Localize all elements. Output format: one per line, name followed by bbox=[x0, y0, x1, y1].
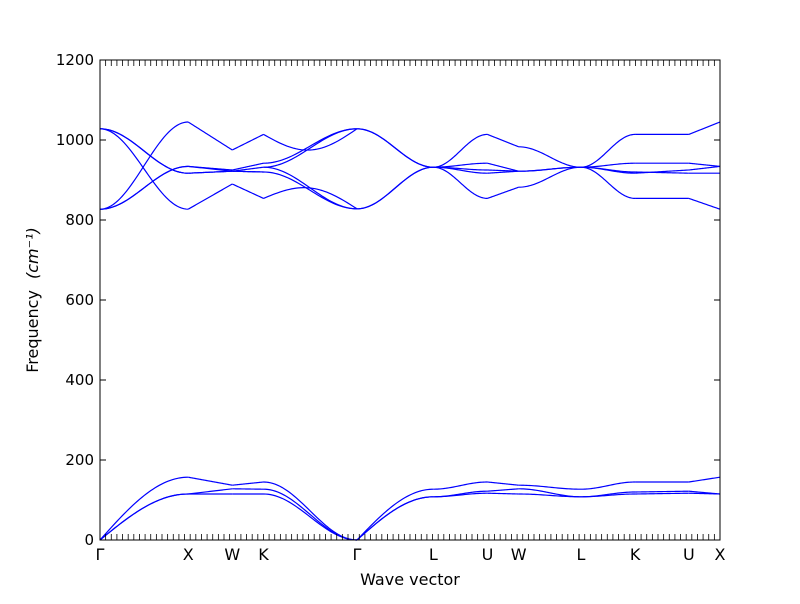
x-tick-label: L bbox=[577, 545, 586, 564]
x-tick-label: K bbox=[630, 545, 641, 564]
band-line bbox=[689, 493, 720, 494]
band-line bbox=[487, 482, 518, 485]
x-tick-label: U bbox=[683, 545, 695, 564]
band-line bbox=[433, 482, 487, 489]
band-line bbox=[264, 482, 357, 540]
band-line bbox=[232, 134, 263, 150]
y-tick-label: 800 bbox=[65, 211, 94, 229]
band-line bbox=[581, 482, 635, 489]
y-axis-label: Frequency (cm⁻¹) bbox=[23, 227, 42, 372]
minor-ticks bbox=[100, 60, 720, 540]
band-line bbox=[689, 198, 720, 209]
band-line bbox=[232, 171, 263, 172]
band-line bbox=[433, 134, 487, 167]
band-line bbox=[581, 167, 635, 173]
band-line bbox=[581, 134, 635, 167]
y-axis-ticks: 0 200 400 600 800 1000 1200 bbox=[56, 51, 720, 549]
y-tick-label: 600 bbox=[65, 291, 94, 309]
band-line bbox=[357, 167, 433, 209]
band-line bbox=[519, 494, 581, 497]
band-line bbox=[357, 497, 433, 540]
band-line bbox=[264, 129, 357, 163]
band-line bbox=[188, 477, 232, 485]
y-tick-label: 1000 bbox=[56, 131, 94, 149]
band-line bbox=[264, 129, 357, 150]
x-tick-label: L bbox=[429, 545, 438, 564]
band-line bbox=[100, 477, 188, 540]
band-line bbox=[519, 167, 581, 187]
band-line bbox=[357, 489, 433, 540]
x-tick-label: U bbox=[482, 545, 494, 564]
band-line bbox=[264, 172, 357, 209]
band-line bbox=[635, 491, 689, 492]
band-line bbox=[689, 477, 720, 482]
band-line bbox=[635, 493, 689, 494]
y-axis-label-unit: (cm⁻¹) bbox=[23, 227, 42, 279]
band-line bbox=[264, 494, 357, 540]
plot-frame bbox=[100, 60, 720, 540]
y-tick-label: 400 bbox=[65, 371, 94, 389]
y-axis-label-text: Frequency bbox=[23, 290, 42, 373]
y-tick-label: 1200 bbox=[56, 51, 94, 69]
band-line bbox=[188, 122, 232, 150]
band-line bbox=[689, 166, 720, 170]
band-line bbox=[689, 163, 720, 166]
band-line bbox=[188, 171, 232, 173]
band-lines bbox=[100, 122, 720, 540]
x-tick-label: Γ bbox=[96, 545, 105, 564]
band-line bbox=[487, 489, 518, 491]
band-line bbox=[100, 166, 188, 209]
band-line bbox=[188, 184, 232, 209]
band-line bbox=[232, 482, 263, 485]
band-line bbox=[357, 497, 433, 540]
band-line bbox=[487, 493, 518, 494]
band-line bbox=[689, 122, 720, 134]
x-tick-label: K bbox=[258, 545, 269, 564]
y-tick-label: 0 bbox=[84, 531, 94, 549]
band-line bbox=[519, 485, 581, 489]
band-line bbox=[188, 489, 232, 494]
band-line bbox=[519, 147, 581, 167]
x-tick-label: Γ bbox=[353, 545, 362, 564]
y-tick-label: 200 bbox=[65, 451, 94, 469]
band-line bbox=[100, 494, 188, 540]
band-line bbox=[232, 184, 263, 198]
x-tick-label: X bbox=[183, 545, 194, 564]
x-tick-label: W bbox=[511, 545, 527, 564]
band-line bbox=[100, 494, 188, 540]
band-line bbox=[487, 187, 518, 198]
band-line bbox=[487, 134, 518, 146]
band-line bbox=[100, 122, 188, 209]
band-line bbox=[519, 167, 581, 171]
x-tick-label: X bbox=[715, 545, 726, 564]
band-line bbox=[357, 129, 433, 167]
x-axis-label: Wave vector bbox=[360, 570, 460, 589]
band-line bbox=[433, 167, 487, 198]
band-line bbox=[188, 166, 232, 171]
x-tick-label: W bbox=[224, 545, 240, 564]
